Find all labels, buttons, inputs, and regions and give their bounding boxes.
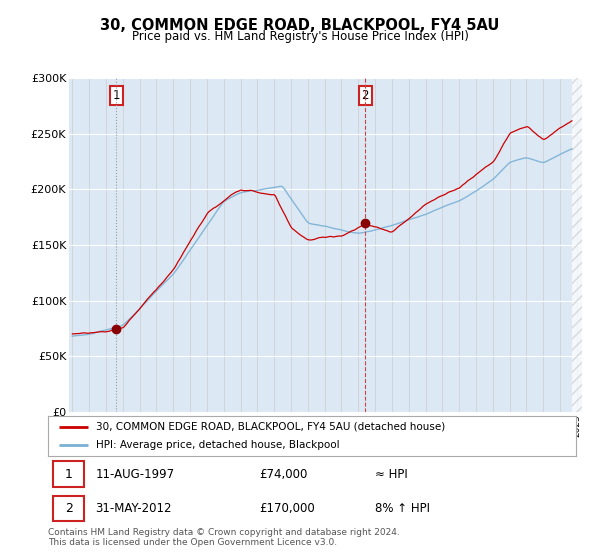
Text: 2: 2 xyxy=(362,88,369,101)
Text: 8% ↑ HPI: 8% ↑ HPI xyxy=(376,502,430,515)
Text: 30, COMMON EDGE ROAD, BLACKPOOL, FY4 5AU (detached house): 30, COMMON EDGE ROAD, BLACKPOOL, FY4 5AU… xyxy=(95,422,445,432)
Text: £74,000: £74,000 xyxy=(259,468,308,480)
Text: HPI: Average price, detached house, Blackpool: HPI: Average price, detached house, Blac… xyxy=(95,440,339,450)
Text: ≈ HPI: ≈ HPI xyxy=(376,468,408,480)
Text: Contains HM Land Registry data © Crown copyright and database right 2024.
This d: Contains HM Land Registry data © Crown c… xyxy=(48,528,400,547)
Bar xyxy=(572,78,582,412)
FancyBboxPatch shape xyxy=(53,496,84,521)
Text: 2: 2 xyxy=(65,502,73,515)
Text: £170,000: £170,000 xyxy=(259,502,315,515)
Text: Price paid vs. HM Land Registry's House Price Index (HPI): Price paid vs. HM Land Registry's House … xyxy=(131,30,469,43)
Text: 11-AUG-1997: 11-AUG-1997 xyxy=(95,468,175,480)
Text: 30, COMMON EDGE ROAD, BLACKPOOL, FY4 5AU: 30, COMMON EDGE ROAD, BLACKPOOL, FY4 5AU xyxy=(100,18,500,33)
Text: 1: 1 xyxy=(65,468,73,480)
Text: 31-MAY-2012: 31-MAY-2012 xyxy=(95,502,172,515)
Text: 1: 1 xyxy=(113,88,120,101)
FancyBboxPatch shape xyxy=(53,461,84,487)
